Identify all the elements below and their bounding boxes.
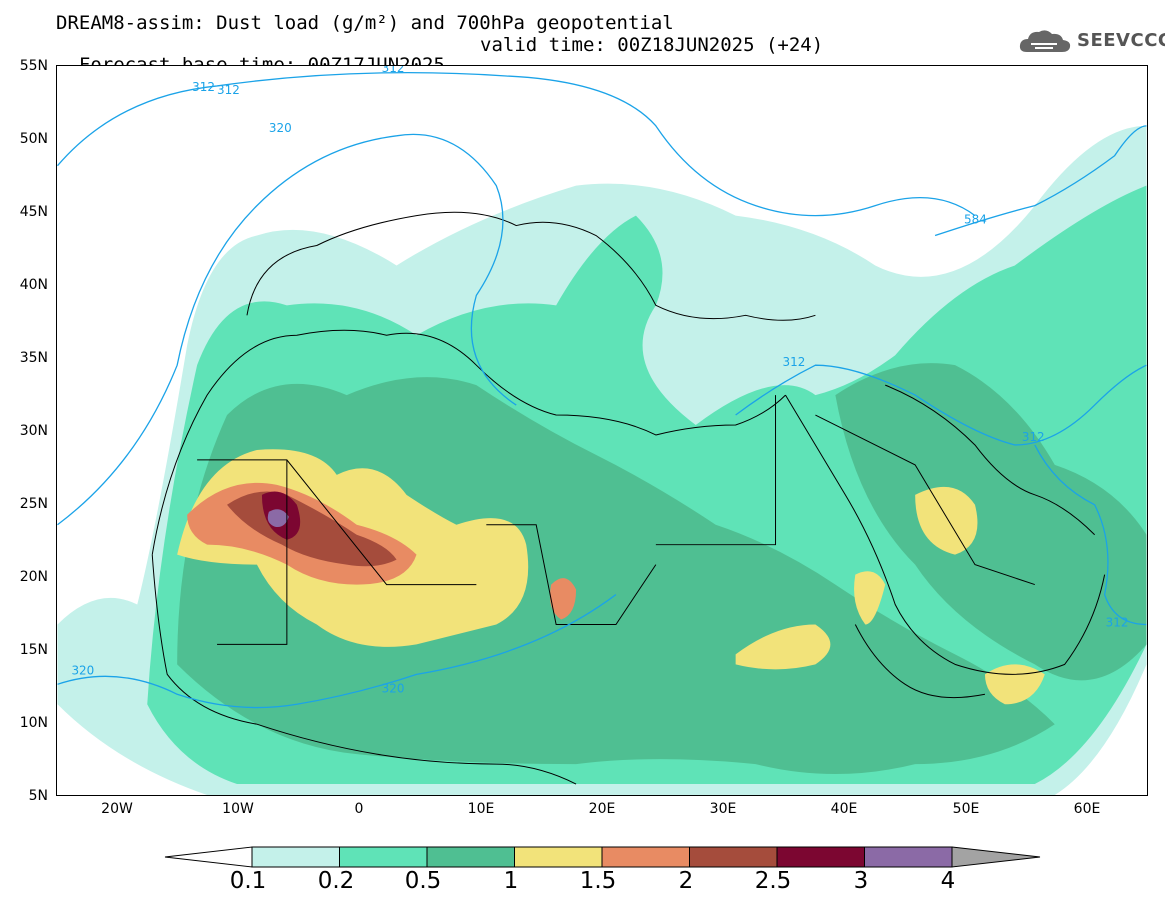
- lon-label: 10E: [467, 801, 495, 817]
- lon-label: 40E: [830, 801, 858, 817]
- chart-title: DREAM8-assim: Dust load (g/m²) and 700hP…: [56, 12, 674, 34]
- lat-label: 30N: [19, 423, 48, 439]
- border-chad: [486, 524, 657, 625]
- lon-label: 30E: [709, 801, 737, 817]
- lon-label: 50E: [952, 801, 980, 817]
- logo-text: SEEVCCC: [1077, 30, 1165, 51]
- colorbar-under-arrow: [164, 846, 253, 868]
- contour-320-west: [57, 133, 517, 526]
- coastline-arabia: [785, 394, 1106, 675]
- contour-584: [934, 125, 1147, 237]
- colorbar-label: 0.1: [229, 868, 267, 894]
- lat-label: 40N: [19, 277, 48, 293]
- colorbar: [164, 846, 1041, 868]
- lat-label: 45N: [19, 204, 48, 220]
- dust-region-high-arabia: [915, 486, 978, 555]
- border-egypt-sudan: [655, 395, 777, 546]
- dust-region-very-high-chad: [549, 578, 577, 620]
- contour-label: 312: [783, 355, 806, 369]
- dust-region-high-sudan: [735, 624, 831, 670]
- colorbar-label: 2.5: [754, 868, 792, 894]
- colorbar-bin: [339, 846, 428, 868]
- contour-312-southeast: [1034, 444, 1147, 626]
- cloud-icon: [1019, 30, 1071, 52]
- dust-region-moderate-east: [835, 363, 1147, 681]
- lat-label: 25N: [19, 496, 48, 512]
- lon-label: 60E: [1073, 801, 1101, 817]
- coastline-horn-africa: [854, 624, 986, 699]
- coastline-north-africa: [151, 329, 786, 555]
- lat-label: 15N: [19, 642, 48, 658]
- colorbar-bin: [601, 846, 690, 868]
- contour-label: 584: [964, 213, 987, 227]
- dust-map: 312 320 312 312 312 320 320 584 312 312: [56, 65, 1148, 796]
- lat-label: 20N: [19, 569, 48, 585]
- lat-label: 5N: [28, 788, 48, 804]
- lon-label: 0: [354, 801, 364, 817]
- geopotential-contours: [57, 72, 1147, 709]
- coastline-west-africa: [151, 554, 577, 785]
- coastline-europe: [246, 211, 816, 321]
- seevccc-logo: SEEVCCC: [1017, 26, 1165, 56]
- contour-labels: 312 320 312 312 312 320 320 584 312 312: [71, 65, 1129, 695]
- colorbar-over-arrow: [951, 846, 1041, 868]
- colorbar-label: 1.5: [579, 868, 617, 894]
- contour-label: 312: [382, 65, 405, 75]
- dust-region-high-oman: [984, 664, 1045, 705]
- lat-label: 10N: [19, 715, 48, 731]
- border-mali: [217, 459, 288, 645]
- dust-region-high-red-sea: [854, 571, 886, 625]
- dust-region-moderate: [177, 377, 1055, 775]
- colorbar-label: 0.2: [317, 868, 355, 894]
- lon-label: 20E: [588, 801, 616, 817]
- border-sahara: [197, 459, 477, 586]
- colorbar-bins: [251, 846, 953, 868]
- contour-label: 312: [1022, 430, 1045, 444]
- colorbar-label: 4: [940, 868, 956, 894]
- contour-312-north: [57, 72, 976, 217]
- colorbar-bin: [689, 846, 778, 868]
- contour-label: 312: [192, 80, 215, 94]
- border-saudi: [815, 414, 1035, 586]
- contour-label: 320: [71, 663, 94, 677]
- contour-label: 320: [382, 681, 405, 695]
- coastline-gulf: [885, 384, 1096, 536]
- contour-312-east: [735, 364, 1147, 446]
- dust-region-peak: [267, 509, 289, 528]
- colorbar-label: 0.5: [404, 868, 442, 894]
- contour-320-south: [57, 594, 617, 709]
- dust-field: [57, 125, 1147, 795]
- valid-time-label: valid time: 00Z18JUN2025 (+24): [480, 34, 824, 56]
- colorbar-label: 3: [853, 868, 869, 894]
- contour-label: 312: [1106, 615, 1129, 629]
- lat-label: 55N: [19, 58, 48, 74]
- lon-label: 20W: [101, 801, 133, 817]
- lat-label: 50N: [19, 131, 48, 147]
- colorbar-label: 2: [678, 868, 694, 894]
- colorbar-bin: [864, 846, 953, 868]
- colorbar-bin: [426, 846, 515, 868]
- country-borders: [151, 211, 1106, 785]
- colorbar-label: 1: [503, 868, 519, 894]
- colorbar-bin: [514, 846, 603, 868]
- lat-label: 35N: [19, 350, 48, 366]
- contour-label: 320: [269, 121, 292, 135]
- contour-label: 312: [217, 83, 240, 97]
- lon-label: 10W: [222, 801, 254, 817]
- colorbar-bin: [251, 846, 340, 868]
- colorbar-bin: [776, 846, 865, 868]
